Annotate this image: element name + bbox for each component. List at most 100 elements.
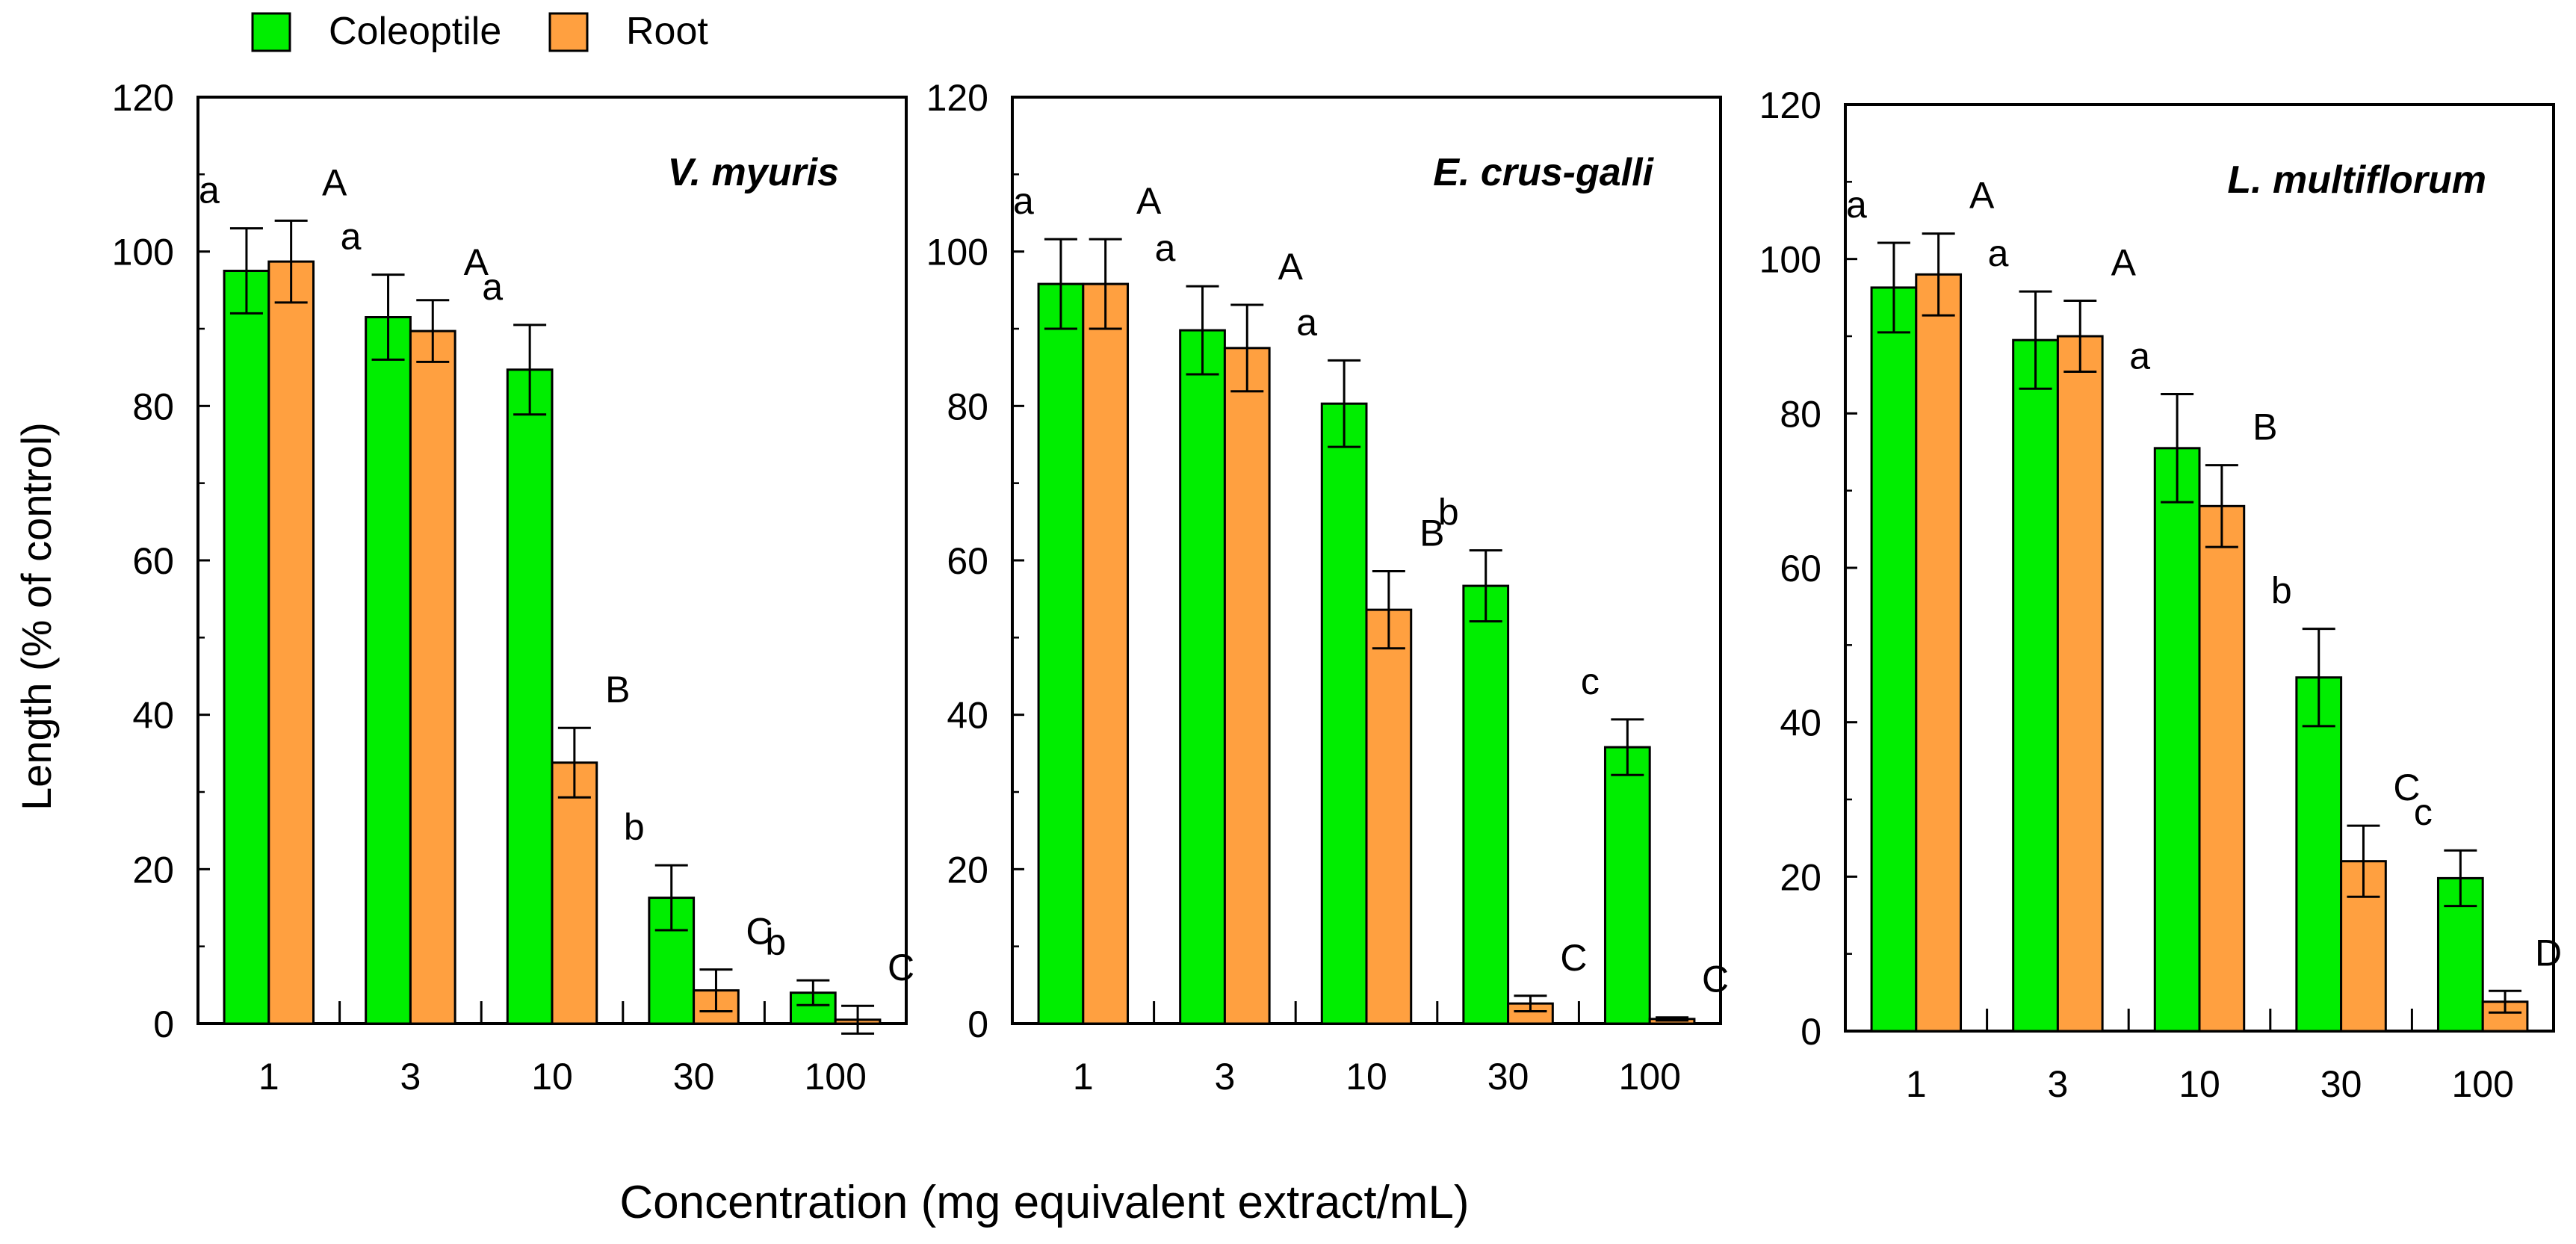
x-axis-label: Concentration (mg equivalent extract/mL) xyxy=(619,1177,1469,1228)
significance-letter: C xyxy=(1560,937,1587,979)
bar-coleoptile xyxy=(2012,338,2059,1033)
significance-letter: b xyxy=(765,921,786,963)
x-tick-label: 30 xyxy=(1487,1056,1529,1098)
significance-letter: c xyxy=(2414,791,2433,833)
bar-coleoptile xyxy=(223,270,270,1025)
bar-root xyxy=(551,761,598,1025)
y-axis-label: Length (% of control) xyxy=(13,422,60,811)
x-tick-label: 100 xyxy=(2451,1063,2513,1105)
x-tick-label: 100 xyxy=(1618,1056,1680,1098)
y-tick-label: 120 xyxy=(112,77,174,119)
significance-letter: C xyxy=(2393,767,2420,808)
x-tick-label: 1 xyxy=(258,1056,279,1098)
bar-root xyxy=(267,260,315,1025)
x-tick-label: 10 xyxy=(531,1056,573,1098)
x-tick-label: 10 xyxy=(1346,1056,1387,1098)
x-tick-label: 3 xyxy=(400,1056,421,1098)
x-tick-label: 30 xyxy=(2320,1063,2362,1105)
x-tick-label: 3 xyxy=(2047,1063,2068,1105)
significance-letter: A xyxy=(2111,241,2137,283)
significance-letter: a xyxy=(1013,180,1034,222)
y-tick-label: 80 xyxy=(1780,393,1821,435)
x-tick-label: 1 xyxy=(1073,1056,1094,1098)
significance-letter: B xyxy=(2253,406,2277,448)
x-tick-label: 10 xyxy=(2179,1063,2220,1105)
y-tick-label: 20 xyxy=(947,849,988,891)
y-tick-label: 0 xyxy=(1801,1011,1821,1053)
bar-coleoptile xyxy=(1037,282,1085,1025)
significance-letter: a xyxy=(1155,227,1176,269)
bar-coleoptile xyxy=(1462,584,1510,1025)
y-tick-label: 20 xyxy=(132,849,174,891)
bar-coleoptile xyxy=(2436,876,2484,1033)
bar-coleoptile xyxy=(365,316,412,1025)
significance-letter: a xyxy=(1296,301,1317,343)
y-tick-label: 100 xyxy=(926,232,988,273)
x-tick-label: 100 xyxy=(804,1056,866,1098)
x-tick-label: 30 xyxy=(673,1056,715,1098)
bar-root xyxy=(1365,608,1413,1025)
bar-root xyxy=(1507,1002,1554,1025)
y-tick-label: 60 xyxy=(1780,548,1821,589)
y-tick-label: 100 xyxy=(1759,239,1821,281)
legend-swatch-coleoptile xyxy=(251,12,291,52)
bar-root xyxy=(1915,273,1963,1033)
legend-label-coleoptile: Coleoptile xyxy=(329,10,501,53)
significance-letter: b xyxy=(624,806,645,848)
bar-root xyxy=(2198,504,2246,1033)
y-tick-label: 40 xyxy=(132,695,174,737)
panel-title: V. myuris xyxy=(668,151,839,194)
significance-letter: a xyxy=(341,216,362,258)
panel-title: L. multiflorum xyxy=(2227,158,2486,202)
significance-letter: a xyxy=(1988,232,2009,274)
chart-panel-1: 0 20 40 60 80 100 120 1 3 10 30 100 V. myuris a a a b b A A… xyxy=(112,77,915,1098)
significance-letter: A xyxy=(464,241,489,283)
y-tick-label: 0 xyxy=(153,1003,174,1045)
significance-letter: D xyxy=(2535,932,2562,974)
bar-root xyxy=(2056,335,2104,1033)
y-tick-label: 60 xyxy=(947,540,988,582)
significance-letter: a xyxy=(482,266,503,308)
significance-letter: C xyxy=(746,911,773,953)
bar-coleoptile xyxy=(1603,746,1651,1025)
bar-root xyxy=(1223,347,1271,1025)
bar-coleoptile xyxy=(1320,402,1368,1025)
y-tick-label: 80 xyxy=(947,386,988,427)
significance-letter: C xyxy=(888,947,914,988)
significance-letter: A xyxy=(1278,246,1304,288)
significance-letter: b xyxy=(1438,492,1459,533)
bar-root xyxy=(409,329,456,1025)
bar-coleoptile xyxy=(2153,447,2201,1033)
significance-letter: A xyxy=(1969,175,1995,217)
significance-letter: B xyxy=(1419,512,1444,554)
y-tick-label: 40 xyxy=(1780,702,1821,744)
y-tick-label: 120 xyxy=(926,77,988,119)
significance-letter: a xyxy=(2129,335,2150,377)
significance-letter: B xyxy=(605,669,630,711)
significance-letter: A xyxy=(322,161,347,203)
y-tick-label: 20 xyxy=(1780,856,1821,898)
bar-coleoptile xyxy=(506,368,554,1025)
x-tick-label: 3 xyxy=(1214,1056,1235,1098)
y-tick-label: 0 xyxy=(967,1003,988,1045)
significance-letter: a xyxy=(199,170,220,211)
significance-letter: a xyxy=(1846,184,1867,226)
legend-label-root: Root xyxy=(626,10,708,53)
y-tick-label: 120 xyxy=(1759,84,1821,126)
panel-title: E. crus-galli xyxy=(1433,151,1654,194)
legend: Coleoptile Root xyxy=(251,10,708,53)
bar-coleoptile xyxy=(2295,676,2343,1033)
bar-root xyxy=(1082,282,1130,1025)
legend-swatch-root xyxy=(548,12,589,52)
y-tick-label: 80 xyxy=(132,386,174,427)
significance-letter: c xyxy=(1581,660,1600,702)
chart-panel-2: 0 20 40 60 80 100 120 1 3 10 30 100 E. crus-galli a a a… xyxy=(926,77,1730,1098)
x-tick-label: 1 xyxy=(1906,1063,1927,1105)
significance-letter: C xyxy=(1702,959,1729,1000)
bar-coleoptile xyxy=(1179,329,1226,1025)
y-tick-label: 40 xyxy=(947,695,988,737)
significance-letter: b xyxy=(2271,570,2292,612)
chart-panel-3: 0 20 40 60 80 100 120 1 3 10 30 100 L. multiflorum a a… xyxy=(1759,84,2563,1105)
